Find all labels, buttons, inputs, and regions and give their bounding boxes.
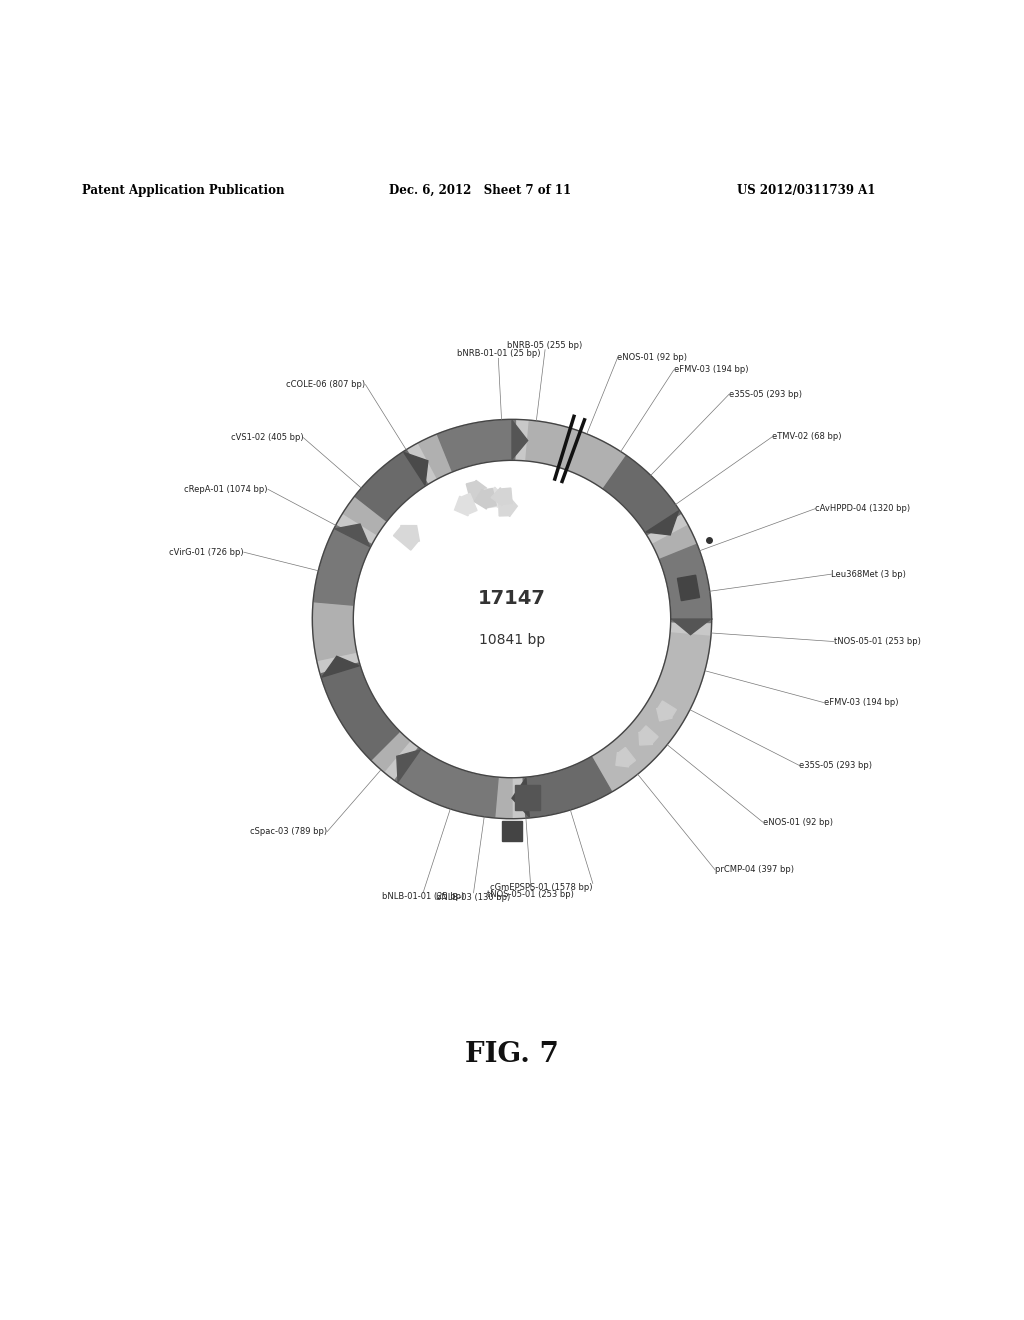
Text: bNRB-05 (255 bp): bNRB-05 (255 bp) (508, 341, 583, 350)
Text: tNOS-05-01 (253 bp): tNOS-05-01 (253 bp) (834, 638, 921, 645)
Text: eFMV-03 (194 bp): eFMV-03 (194 bp) (823, 698, 898, 708)
FancyArrow shape (466, 480, 486, 502)
Polygon shape (660, 545, 711, 623)
Text: e35S-05 (293 bp): e35S-05 (293 bp) (729, 389, 802, 399)
Text: cRepA-01 (1074 bp): cRepA-01 (1074 bp) (184, 484, 268, 494)
Text: eNOS-01 (92 bp): eNOS-01 (92 bp) (617, 354, 687, 363)
FancyArrow shape (656, 701, 676, 721)
Text: 17147: 17147 (478, 589, 546, 609)
Polygon shape (603, 457, 681, 535)
Polygon shape (512, 420, 527, 459)
Polygon shape (313, 602, 355, 660)
Text: prCMP-04 (397 bp): prCMP-04 (397 bp) (715, 865, 794, 874)
Polygon shape (314, 525, 371, 605)
Text: 10841 bp: 10841 bp (479, 632, 545, 647)
Text: eTMV-02 (68 bp): eTMV-02 (68 bp) (772, 433, 842, 441)
Polygon shape (526, 421, 626, 488)
Polygon shape (512, 779, 529, 817)
Polygon shape (372, 733, 410, 771)
Polygon shape (419, 434, 453, 478)
Text: eNOS-01 (92 bp): eNOS-01 (92 bp) (763, 817, 833, 826)
FancyArrow shape (499, 496, 517, 516)
Text: cAvHPPD-04 (1320 bp): cAvHPPD-04 (1320 bp) (815, 504, 910, 513)
FancyArrow shape (393, 525, 420, 550)
Polygon shape (653, 525, 696, 560)
Polygon shape (322, 656, 359, 677)
Text: FIG. 7: FIG. 7 (465, 1040, 559, 1068)
FancyArrow shape (484, 487, 504, 508)
Polygon shape (322, 663, 399, 759)
Polygon shape (343, 496, 386, 535)
Bar (515, 785, 540, 810)
Text: cCOLE-06 (807 bp): cCOLE-06 (807 bp) (287, 380, 366, 389)
Text: eFMV-03 (194 bp): eFMV-03 (194 bp) (674, 366, 749, 375)
FancyArrow shape (455, 494, 477, 516)
FancyArrow shape (639, 726, 658, 744)
Text: cVS1-02 (405 bp): cVS1-02 (405 bp) (230, 433, 303, 442)
Text: Leu368Met (3 bp): Leu368Met (3 bp) (831, 570, 906, 578)
Text: cVirG-01 (726 bp): cVirG-01 (726 bp) (169, 548, 244, 557)
Text: cSpac-03 (789 bp): cSpac-03 (789 bp) (250, 828, 328, 836)
Polygon shape (395, 748, 498, 817)
Text: Dec. 6, 2012   Sheet 7 of 11: Dec. 6, 2012 Sheet 7 of 11 (389, 183, 571, 197)
Polygon shape (335, 524, 370, 546)
Polygon shape (592, 634, 710, 791)
Polygon shape (646, 511, 679, 535)
FancyArrow shape (615, 747, 636, 767)
Bar (502, 821, 522, 841)
Text: tNOS-05-01 (253 bp): tNOS-05-01 (253 bp) (487, 890, 574, 899)
Polygon shape (403, 453, 428, 484)
Polygon shape (355, 450, 427, 520)
Polygon shape (523, 758, 611, 817)
Text: bNRB-01-01 (25 bp): bNRB-01-01 (25 bp) (457, 350, 540, 358)
Polygon shape (672, 619, 711, 635)
Bar (678, 576, 699, 601)
Text: cGmEPSPS-01 (1578 bp): cGmEPSPS-01 (1578 bp) (490, 883, 593, 892)
Text: bNLB-03 (130 bp): bNLB-03 (130 bp) (436, 892, 511, 902)
Polygon shape (397, 750, 421, 781)
Text: US 2012/0311739 A1: US 2012/0311739 A1 (737, 183, 876, 197)
FancyArrow shape (474, 488, 497, 510)
Text: bNLB-01-01 (25 bp): bNLB-01-01 (25 bp) (382, 892, 465, 900)
Text: Patent Application Publication: Patent Application Publication (82, 183, 285, 197)
FancyArrow shape (492, 487, 512, 506)
Polygon shape (495, 779, 512, 817)
Text: e35S-05 (293 bp): e35S-05 (293 bp) (800, 760, 872, 770)
Polygon shape (437, 420, 515, 471)
